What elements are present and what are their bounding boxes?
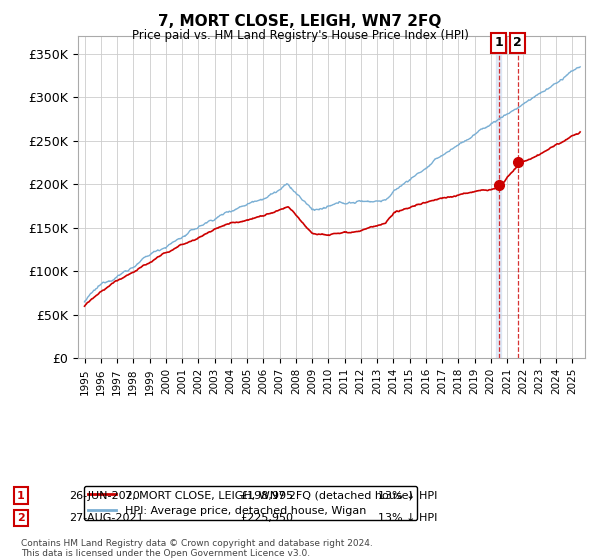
Text: 2: 2 (17, 513, 25, 523)
Text: 26-JUN-2020: 26-JUN-2020 (69, 491, 140, 501)
Text: Price paid vs. HM Land Registry's House Price Index (HPI): Price paid vs. HM Land Registry's House … (131, 29, 469, 42)
Text: 2: 2 (513, 36, 522, 49)
Legend: 7, MORT CLOSE, LEIGH, WN7 2FQ (detached house), HPI: Average price, detached hou: 7, MORT CLOSE, LEIGH, WN7 2FQ (detached … (83, 486, 417, 520)
Text: Contains HM Land Registry data © Crown copyright and database right 2024.
This d: Contains HM Land Registry data © Crown c… (21, 539, 373, 558)
Bar (496, 36, 501, 358)
Text: 13% ↓ HPI: 13% ↓ HPI (378, 513, 437, 523)
Text: 27-AUG-2021: 27-AUG-2021 (69, 513, 143, 523)
Text: 7, MORT CLOSE, LEIGH, WN7 2FQ: 7, MORT CLOSE, LEIGH, WN7 2FQ (158, 14, 442, 29)
Bar (515, 36, 520, 358)
Text: £225,950: £225,950 (240, 513, 293, 523)
Text: £198,995: £198,995 (240, 491, 293, 501)
Text: 13% ↓ HPI: 13% ↓ HPI (378, 491, 437, 501)
Text: 1: 1 (17, 491, 25, 501)
Text: 1: 1 (494, 36, 503, 49)
